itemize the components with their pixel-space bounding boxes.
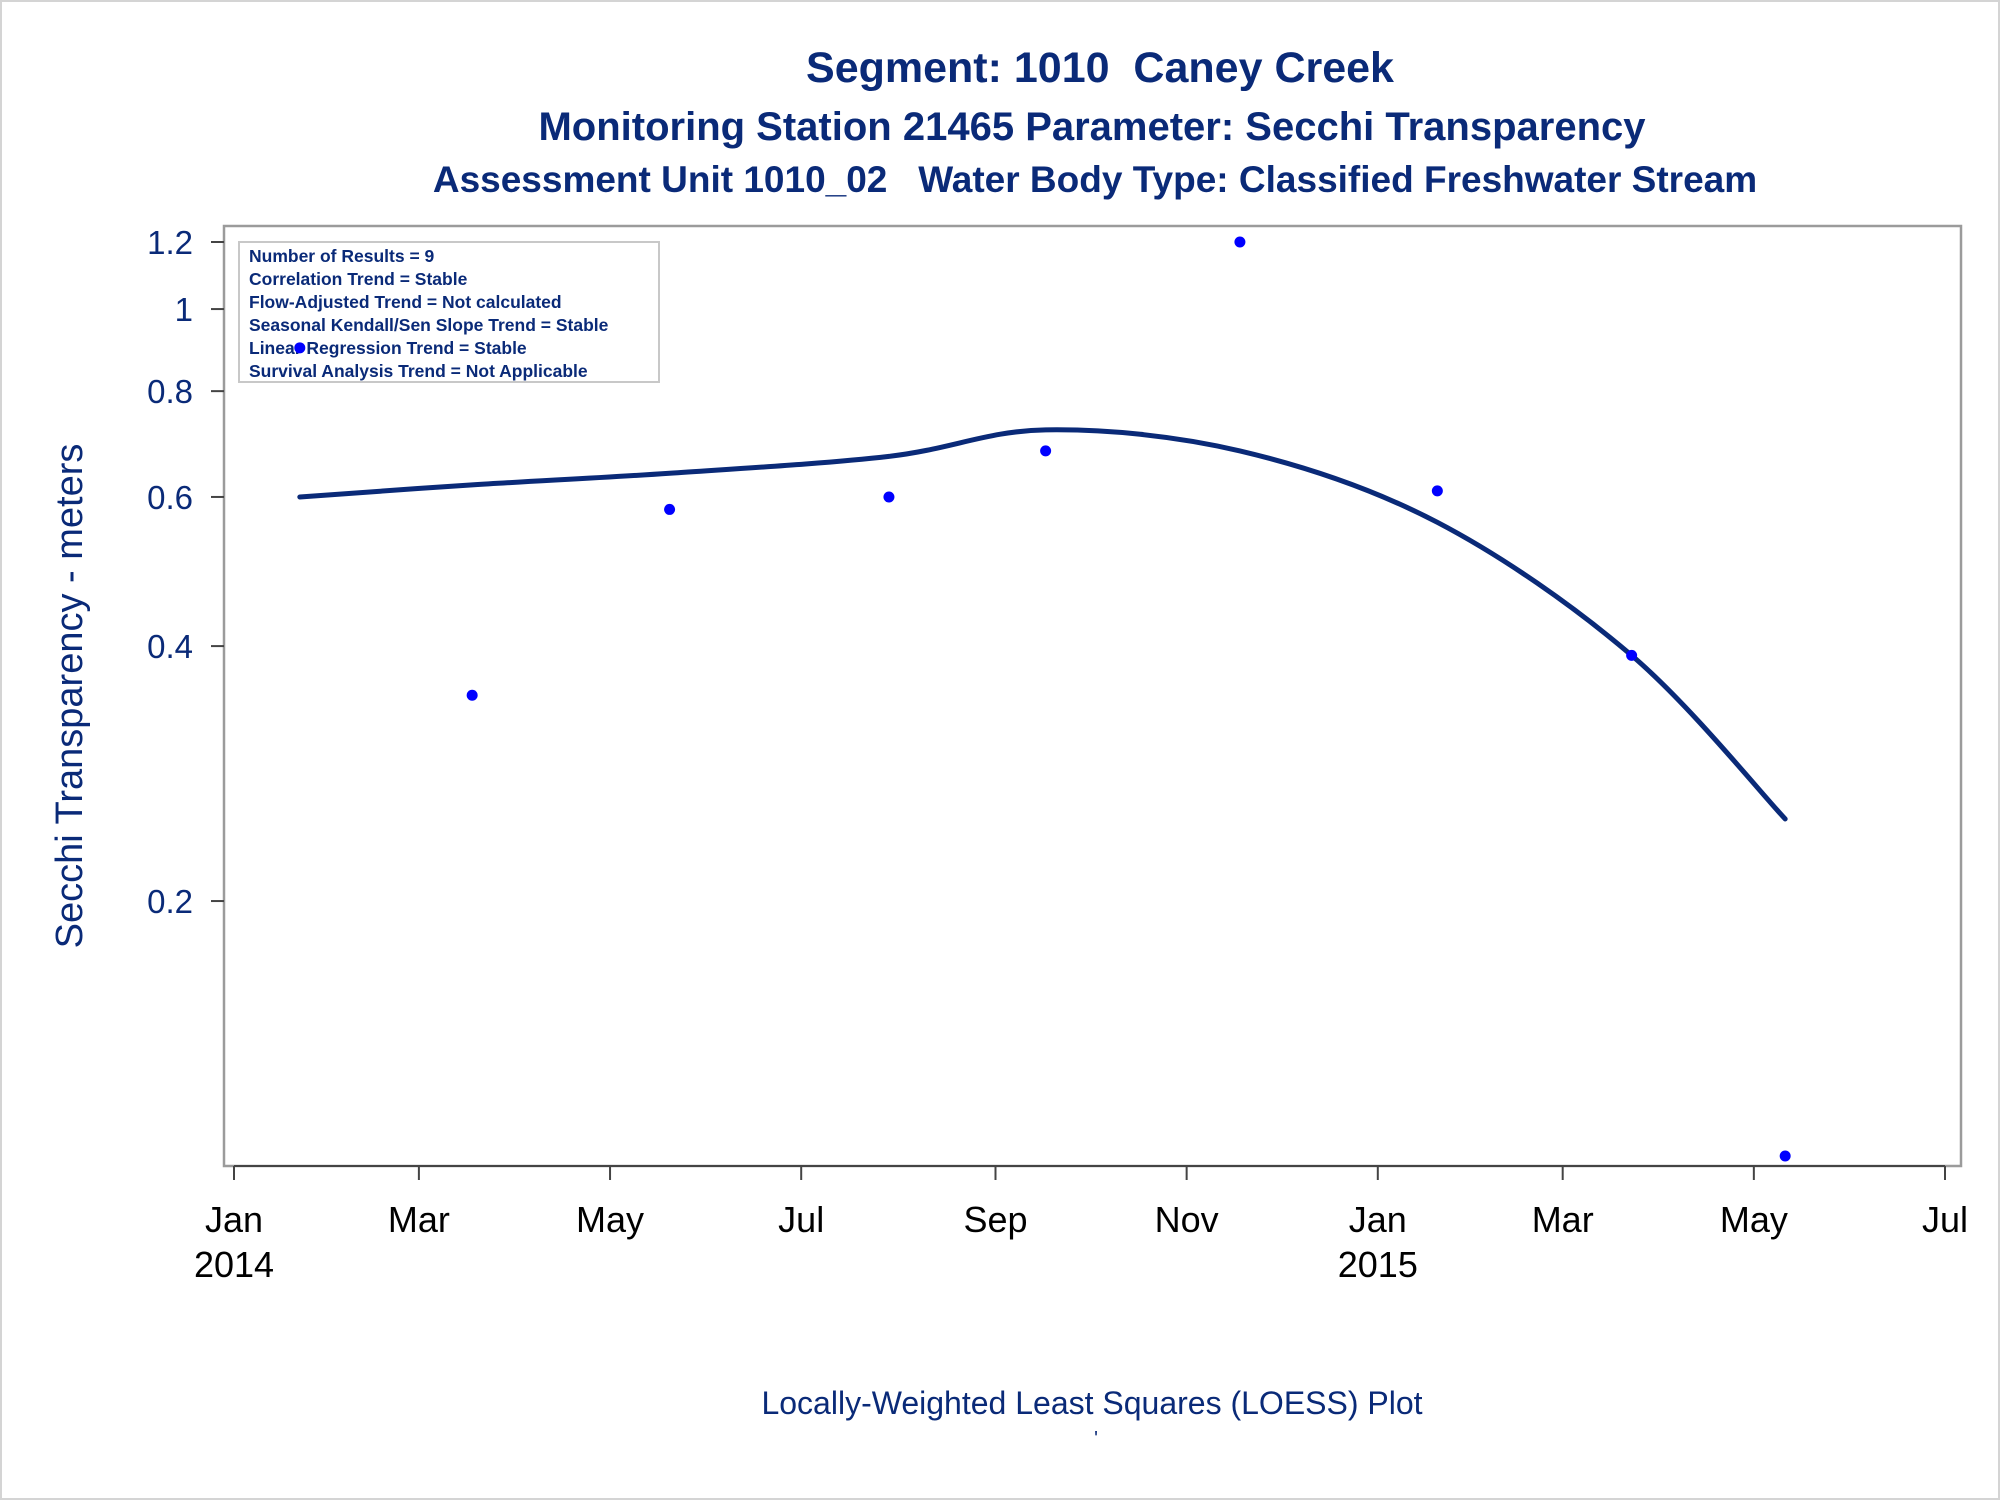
chart-subtitle-2: Assessment Unit 1010_02 Water Body Type:… (433, 159, 1757, 200)
series-layer (294, 236, 1791, 1162)
data-point (664, 503, 676, 515)
stats-line-seasonal-kendall: Seasonal Kendall/Sen Slope Trend = Stabl… (249, 315, 609, 335)
x-tick-label: May (1720, 1199, 1788, 1240)
x-tick-year-label: 2014 (194, 1244, 274, 1285)
stats-line-correlation: Correlation Trend = Stable (249, 269, 468, 289)
x-tick-label: Jul (778, 1199, 824, 1240)
y-axis-title: Secchi Transparency - meters (49, 444, 91, 949)
footnote-mark: ' (1094, 1428, 1098, 1450)
y-tick-label: 1.2 (147, 224, 193, 261)
y-tick-label: 0.8 (147, 373, 193, 410)
data-point (1234, 236, 1246, 248)
y-tick-label: 0.2 (147, 883, 193, 920)
y-tick-label: 0.4 (147, 628, 193, 665)
chart-subtitle: Monitoring Station 21465 Parameter: Secc… (538, 105, 1646, 149)
stats-line-survival: Survival Analysis Trend = Not Applicable (249, 361, 588, 381)
x-tick-label: Jan (1349, 1199, 1407, 1240)
x-tick-label: Nov (1155, 1199, 1219, 1240)
data-point (1431, 485, 1443, 497)
data-point (1779, 1150, 1791, 1162)
stats-box-border (238, 241, 660, 383)
stats-line-results: Number of Results = 9 (249, 246, 435, 266)
x-tick-label: Sep (963, 1199, 1027, 1240)
y-tick-label: 1 (175, 291, 193, 328)
x-tick-label: Mar (1532, 1199, 1594, 1240)
data-point (883, 491, 895, 503)
x-tick-label: Jan (205, 1199, 263, 1240)
stats-line-linear-regression: Linear Regression Trend = Stable (249, 338, 527, 358)
chart-title: Segment: 1010 Caney Creek (806, 44, 1394, 92)
data-point (466, 689, 478, 701)
footnote: Locally-Weighted Least Squares (LOESS) P… (761, 1385, 1422, 1421)
stats-box: Number of Results = 9 Correlation Trend … (238, 241, 660, 383)
data-point (1626, 649, 1638, 661)
x-tick-label: Mar (388, 1199, 450, 1240)
y-axis: 0.2 0.4 0.6 0.8 1 1.2 (147, 224, 224, 920)
x-tick-year-label: 2015 (1338, 1244, 1418, 1285)
stats-line-flow-adjusted: Flow-Adjusted Trend = Not calculated (249, 292, 562, 312)
loess-line (297, 427, 1788, 822)
x-tick-label: May (576, 1199, 644, 1240)
x-tick-label: Jul (1922, 1199, 1968, 1240)
data-point (294, 342, 306, 354)
data-point (1040, 445, 1052, 457)
y-tick-label: 0.6 (147, 479, 193, 516)
